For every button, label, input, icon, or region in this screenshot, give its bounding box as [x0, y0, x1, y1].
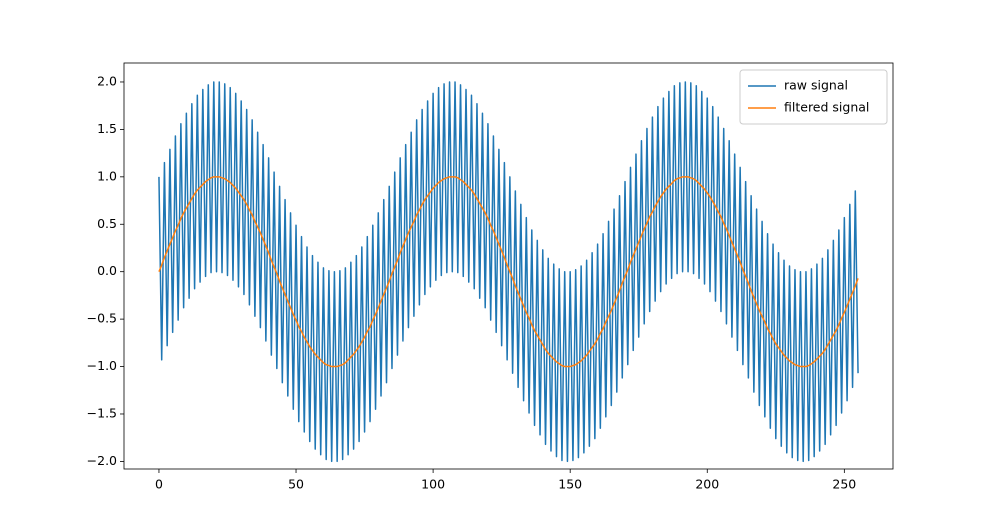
x-tick-label: 250 [832, 477, 856, 492]
series-line [158, 81, 859, 463]
x-tick-label: 150 [558, 477, 582, 492]
x-tick-label: 50 [288, 477, 304, 492]
y-tick-label: 1.5 [97, 121, 117, 136]
y-tick-label: −2.0 [87, 453, 117, 468]
legend-label: filtered signal [784, 100, 869, 115]
x-tick-label: 200 [695, 477, 719, 492]
x-tick-label: 100 [421, 477, 445, 492]
axes-frame [123, 62, 894, 470]
legend-box [739, 69, 888, 125]
legend-label: raw signal [784, 78, 848, 93]
y-tick-label: 2.0 [97, 73, 117, 88]
y-tick-label: 0.5 [97, 216, 117, 231]
y-tick-label: 1.0 [97, 168, 117, 183]
series-line [158, 176, 859, 368]
y-tick-label: −1.5 [87, 405, 117, 420]
x-tick-label: 0 [155, 477, 163, 492]
y-tick-label: −1.0 [87, 358, 117, 373]
y-tick-label: −0.5 [87, 311, 117, 326]
legend: raw signal filtered signal [739, 69, 888, 125]
y-tick-label: 0.0 [97, 263, 117, 278]
